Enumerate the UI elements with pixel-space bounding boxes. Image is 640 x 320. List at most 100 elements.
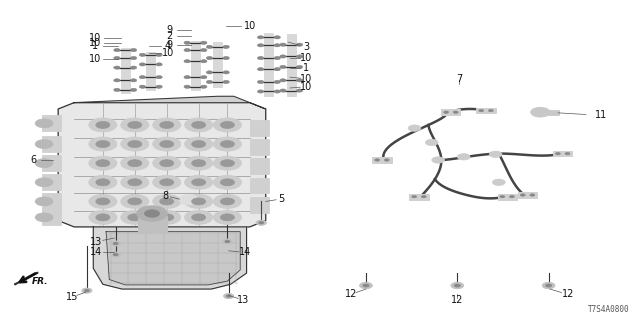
Circle shape xyxy=(179,195,199,205)
Circle shape xyxy=(121,175,149,189)
Circle shape xyxy=(226,295,231,297)
Text: 1: 1 xyxy=(92,41,99,51)
Circle shape xyxy=(296,79,303,82)
Circle shape xyxy=(89,118,117,132)
Circle shape xyxy=(114,88,120,92)
Circle shape xyxy=(363,284,369,287)
Text: T7S4A0800: T7S4A0800 xyxy=(588,305,630,314)
Circle shape xyxy=(184,85,190,88)
Circle shape xyxy=(213,195,241,208)
Circle shape xyxy=(160,179,173,186)
Circle shape xyxy=(145,210,160,217)
Circle shape xyxy=(257,44,264,47)
Circle shape xyxy=(35,178,53,187)
Circle shape xyxy=(121,210,149,224)
Text: 10: 10 xyxy=(89,38,101,48)
Circle shape xyxy=(206,56,212,60)
Circle shape xyxy=(114,66,120,69)
Circle shape xyxy=(520,194,525,196)
Text: 13: 13 xyxy=(237,295,250,305)
Bar xyxy=(372,157,392,163)
Circle shape xyxy=(35,119,53,128)
Circle shape xyxy=(257,90,264,93)
Circle shape xyxy=(137,206,168,221)
Circle shape xyxy=(113,242,118,245)
Circle shape xyxy=(296,55,303,58)
Circle shape xyxy=(426,139,438,146)
Circle shape xyxy=(220,140,234,148)
Circle shape xyxy=(223,45,229,49)
Circle shape xyxy=(223,293,234,299)
Text: 12: 12 xyxy=(344,290,357,300)
Circle shape xyxy=(492,179,505,186)
Text: 7: 7 xyxy=(456,74,462,84)
Circle shape xyxy=(280,55,286,58)
Circle shape xyxy=(191,198,205,205)
Circle shape xyxy=(184,195,212,208)
Circle shape xyxy=(200,60,207,63)
Circle shape xyxy=(121,118,149,132)
Circle shape xyxy=(96,122,110,128)
Circle shape xyxy=(113,253,118,256)
Circle shape xyxy=(206,45,212,49)
Text: 14: 14 xyxy=(239,247,251,257)
Text: 14: 14 xyxy=(90,247,102,257)
Circle shape xyxy=(451,282,464,289)
Bar xyxy=(42,209,61,225)
Circle shape xyxy=(184,41,190,44)
Circle shape xyxy=(223,56,229,60)
Bar xyxy=(42,136,61,152)
Circle shape xyxy=(128,140,142,148)
Circle shape xyxy=(160,160,173,167)
Circle shape xyxy=(153,195,180,208)
Circle shape xyxy=(500,196,505,198)
Circle shape xyxy=(121,137,149,151)
Circle shape xyxy=(111,252,121,257)
Polygon shape xyxy=(106,232,240,285)
Circle shape xyxy=(274,90,280,93)
Circle shape xyxy=(200,85,207,88)
Circle shape xyxy=(220,214,234,221)
Circle shape xyxy=(128,179,142,186)
Circle shape xyxy=(160,214,173,221)
Circle shape xyxy=(213,210,241,224)
Circle shape xyxy=(114,56,120,60)
Circle shape xyxy=(184,156,212,170)
Text: 10: 10 xyxy=(300,82,312,92)
Circle shape xyxy=(89,137,117,151)
Text: 12: 12 xyxy=(561,290,574,300)
Circle shape xyxy=(96,160,110,167)
Circle shape xyxy=(220,179,234,186)
Text: 10: 10 xyxy=(162,48,174,58)
Bar xyxy=(442,109,461,115)
Text: 10: 10 xyxy=(89,33,101,43)
Bar xyxy=(476,108,495,114)
Circle shape xyxy=(412,196,417,198)
Bar xyxy=(121,49,130,93)
Circle shape xyxy=(156,76,163,79)
Circle shape xyxy=(96,140,110,148)
Circle shape xyxy=(160,140,173,148)
Circle shape xyxy=(89,195,117,208)
Bar xyxy=(250,178,269,194)
Circle shape xyxy=(121,195,149,208)
Circle shape xyxy=(421,196,426,198)
Circle shape xyxy=(96,214,110,221)
Circle shape xyxy=(213,175,241,189)
Circle shape xyxy=(191,140,205,148)
Circle shape xyxy=(140,63,146,66)
Circle shape xyxy=(140,53,146,56)
Bar xyxy=(264,33,273,96)
Circle shape xyxy=(530,194,535,196)
Text: 3: 3 xyxy=(303,42,309,52)
Circle shape xyxy=(153,175,180,189)
Circle shape xyxy=(96,198,110,205)
Circle shape xyxy=(35,213,53,222)
Circle shape xyxy=(131,49,137,52)
Circle shape xyxy=(531,108,550,117)
Circle shape xyxy=(257,36,264,39)
Bar xyxy=(250,120,269,136)
Bar xyxy=(338,90,604,281)
Circle shape xyxy=(200,41,207,44)
Bar xyxy=(191,41,200,90)
